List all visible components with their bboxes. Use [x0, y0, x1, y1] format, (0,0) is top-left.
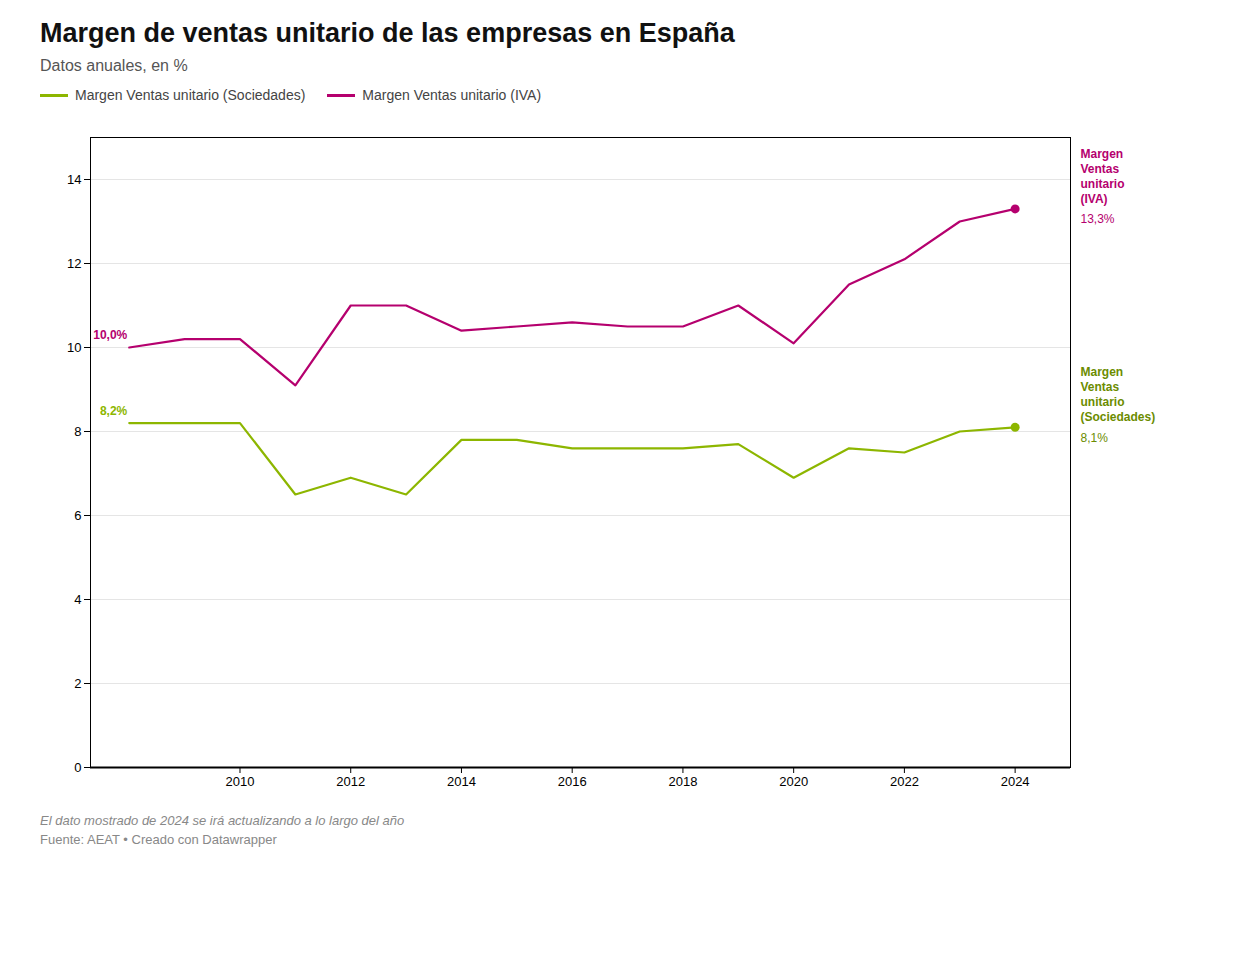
svg-text:4: 4: [74, 592, 81, 607]
svg-text:8,1%: 8,1%: [1081, 431, 1109, 445]
svg-text:2014: 2014: [447, 774, 476, 789]
html-text:El dato mostrado de 2024 se ir: El dato mostrado de 2024 se irá actualiz…: [40, 813, 405, 828]
svg-text:10,0%: 10,0%: [93, 328, 127, 342]
svg-text:MargenVentasunitario(Sociedade: MargenVentasunitario(Sociedades): [1081, 365, 1156, 424]
svg-text:2012: 2012: [336, 774, 365, 789]
svg-text:10: 10: [67, 340, 81, 355]
svg-text:2016: 2016: [558, 774, 587, 789]
svg-text:6: 6: [74, 508, 81, 523]
svg-text:2020: 2020: [779, 774, 808, 789]
html-text:Datos anuales, en %: Datos anuales, en %: [40, 57, 188, 74]
svg-text:2010: 2010: [226, 774, 255, 789]
svg-text:12: 12: [67, 256, 81, 271]
svg-text:2018: 2018: [668, 774, 697, 789]
html-text:Margen Ventas unitario (Socied: Margen Ventas unitario (Sociedades): [75, 87, 306, 103]
svg-text:2022: 2022: [890, 774, 919, 789]
svg-text:MargenVentasunitario(IVA): MargenVentasunitario(IVA): [1081, 147, 1125, 206]
svg-text:13,3%: 13,3%: [1081, 212, 1115, 226]
html-text:Margen Ventas unitario (IVA): Margen Ventas unitario (IVA): [362, 87, 542, 103]
svg-text:2024: 2024: [1001, 774, 1030, 789]
svg-text:8: 8: [74, 424, 81, 439]
html-text:Margen de ventas unitario de l: Margen de ventas unitario de las empresa…: [40, 18, 735, 48]
svg-text:2: 2: [74, 676, 81, 691]
svg-text:8,2%: 8,2%: [100, 404, 128, 418]
html-text:Fuente: AEAT • Creado con Data: Fuente: AEAT • Creado con Datawrapper: [40, 832, 277, 847]
svg-text:0: 0: [74, 760, 81, 775]
svg-text:14: 14: [67, 172, 81, 187]
